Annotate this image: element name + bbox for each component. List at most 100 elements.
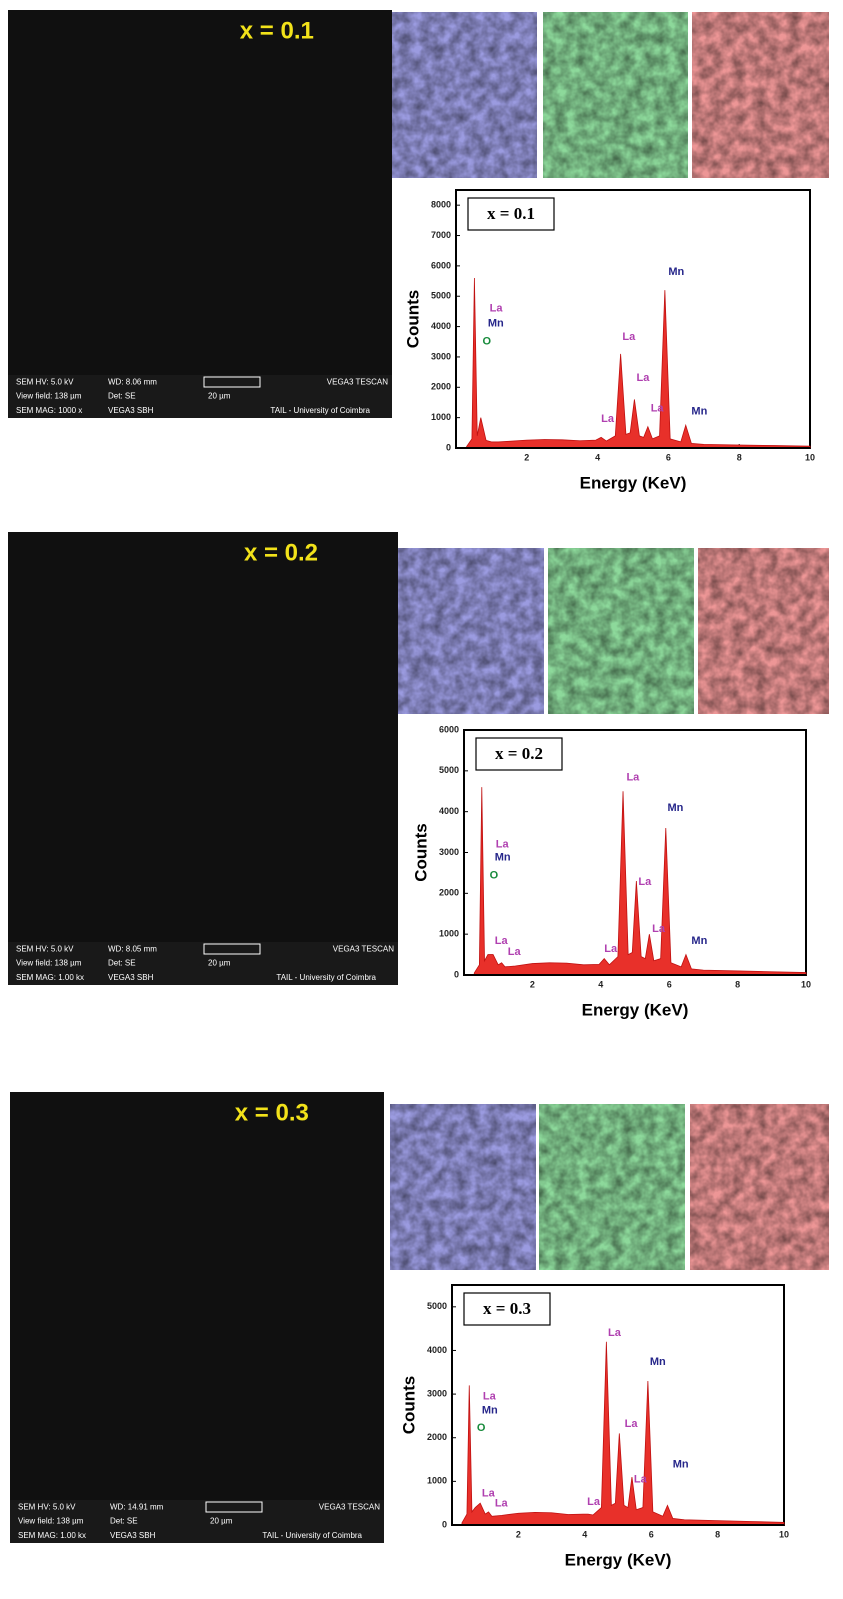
info-mag: SEM MAG: 1000 x bbox=[16, 406, 82, 415]
y-tick-label: 1000 bbox=[431, 412, 451, 422]
peak-label: Mn bbox=[495, 852, 511, 864]
y-axis-title: Counts bbox=[411, 823, 430, 882]
peak-label: La bbox=[622, 331, 636, 343]
label-box bbox=[463, 1292, 551, 1326]
info-model: VEGA3 SBH bbox=[108, 406, 154, 415]
peak-label: La bbox=[490, 302, 504, 314]
element-map-texture bbox=[390, 1104, 536, 1270]
x-tick-label: 8 bbox=[735, 979, 740, 989]
x-axis-title: Energy (KeV) bbox=[582, 1000, 689, 1019]
x-tick-label: 6 bbox=[666, 452, 671, 462]
info-scale: 20 µm bbox=[210, 1517, 233, 1526]
peak-label: Mn bbox=[488, 317, 504, 329]
y-tick-label: 2000 bbox=[431, 382, 451, 392]
element-map-texture bbox=[698, 548, 829, 714]
peak-label: La bbox=[508, 946, 522, 958]
x-tick-label: 10 bbox=[779, 1529, 789, 1539]
scale-bar bbox=[203, 376, 261, 388]
x-tick-label: 10 bbox=[805, 452, 815, 462]
info-wd: WD: 8.05 mm bbox=[108, 944, 157, 953]
x-tick-label: 8 bbox=[715, 1529, 720, 1539]
plot-frame bbox=[455, 189, 811, 449]
info-inst: TAIL - University of Coimbra bbox=[276, 973, 376, 982]
info-mag: SEM MAG: 1.00 kx bbox=[16, 973, 84, 982]
chart-label: x = 0.3 bbox=[483, 1299, 531, 1318]
y-tick-label: 0 bbox=[442, 1519, 447, 1529]
x-tick-label: 6 bbox=[649, 1529, 654, 1539]
spectrum bbox=[461, 1341, 785, 1526]
sem-label: x = 0.1 bbox=[240, 17, 314, 44]
info-det: Det: SE bbox=[110, 1517, 138, 1526]
spectrum bbox=[466, 278, 811, 449]
peak-label: Mn bbox=[691, 405, 707, 417]
y-tick-label: 3000 bbox=[427, 1388, 447, 1398]
peak-label: Mn bbox=[482, 1405, 498, 1417]
x-axis-title: Energy (KeV) bbox=[580, 473, 687, 492]
x-axis-title: Energy (KeV) bbox=[565, 1550, 672, 1569]
info-inst: TAIL - University of Coimbra bbox=[262, 1531, 362, 1540]
peak-label: O bbox=[483, 336, 492, 348]
y-tick-label: 4000 bbox=[427, 1345, 447, 1355]
y-tick-label: 6000 bbox=[431, 260, 451, 270]
x-tick-label: 4 bbox=[598, 979, 603, 989]
info-det: Det: SE bbox=[108, 959, 136, 968]
label-box bbox=[475, 737, 563, 771]
x-tick-label: 6 bbox=[667, 979, 672, 989]
peak-label: Mn bbox=[673, 1458, 689, 1470]
x-tick-label: 10 bbox=[801, 979, 811, 989]
element-map-texture bbox=[543, 12, 688, 178]
y-tick-label: 3000 bbox=[439, 847, 459, 857]
info-model: VEGA3 SBH bbox=[108, 973, 154, 982]
element-map-texture bbox=[539, 1104, 685, 1270]
peak-label: La bbox=[587, 1496, 601, 1508]
peak-label: La bbox=[496, 839, 510, 851]
y-axis-title: Counts bbox=[403, 290, 422, 349]
info-det: Det: SE bbox=[108, 392, 136, 401]
peak-label: La bbox=[601, 413, 615, 425]
peak-label: O bbox=[477, 1422, 486, 1434]
peak-label: La bbox=[604, 943, 618, 955]
y-tick-label: 6000 bbox=[439, 724, 459, 734]
y-tick-label: 5000 bbox=[427, 1301, 447, 1311]
info-brand: VEGA3 TESCAN bbox=[333, 944, 394, 953]
x-tick-label: 4 bbox=[595, 452, 600, 462]
peak-label: La bbox=[634, 1474, 648, 1486]
peak-label: La bbox=[495, 935, 509, 947]
info-wd: WD: 14.91 mm bbox=[110, 1502, 164, 1511]
info-scale: 20 µm bbox=[208, 392, 231, 401]
info-inst: TAIL - University of Coimbra bbox=[270, 406, 370, 415]
info-view: View field: 138 µm bbox=[16, 392, 82, 401]
element-map-texture bbox=[692, 12, 829, 178]
info-bar bbox=[10, 1500, 384, 1543]
y-tick-label: 5000 bbox=[439, 765, 459, 775]
y-axis-title: Counts bbox=[399, 1376, 418, 1435]
y-tick-label: 1000 bbox=[439, 929, 459, 939]
element-map-texture bbox=[690, 1104, 829, 1270]
info-view: View field: 138 µm bbox=[18, 1517, 84, 1526]
peak-label: Mn bbox=[668, 266, 684, 278]
x-tick-label: 4 bbox=[582, 1529, 587, 1539]
info-bar bbox=[8, 942, 398, 985]
y-tick-label: 0 bbox=[454, 969, 459, 979]
y-tick-label: 4000 bbox=[431, 321, 451, 331]
peak-label: La bbox=[651, 402, 665, 414]
info-hv: SEM HV: 5.0 kV bbox=[16, 944, 74, 953]
spectrum bbox=[473, 787, 807, 976]
scale-bar bbox=[205, 1501, 263, 1513]
x-tick-label: 2 bbox=[524, 452, 529, 462]
sem-label: x = 0.2 bbox=[244, 539, 318, 566]
peak-label: La bbox=[652, 923, 666, 935]
y-tick-label: 8000 bbox=[431, 200, 451, 210]
sem-texture bbox=[10, 1092, 384, 1543]
label-box bbox=[467, 197, 555, 231]
sem-label: x = 0.3 bbox=[235, 1099, 309, 1126]
peak-label: La bbox=[608, 1327, 622, 1339]
y-tick-label: 3000 bbox=[431, 351, 451, 361]
scale-bar bbox=[203, 943, 261, 955]
info-mag: SEM MAG: 1.00 kx bbox=[18, 1531, 86, 1540]
y-tick-label: 1000 bbox=[427, 1476, 447, 1486]
info-brand: VEGA3 TESCAN bbox=[327, 377, 388, 386]
peak-label: Mn bbox=[691, 935, 707, 947]
chart-label: x = 0.2 bbox=[495, 744, 543, 763]
